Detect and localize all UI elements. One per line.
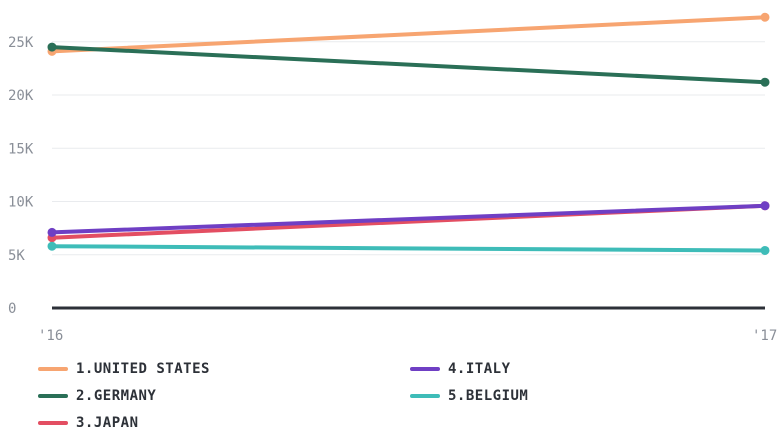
series-line xyxy=(50,244,767,253)
data-point[interactable] xyxy=(760,12,770,22)
legend-label: 5.BELGIUM xyxy=(448,388,529,404)
gridlines xyxy=(52,41,765,256)
data-point[interactable] xyxy=(47,42,57,52)
y-axis-ticks: 0 5K 10K 15K 20K 25K xyxy=(8,35,34,317)
series-line xyxy=(50,45,767,85)
legend-item-belgium[interactable]: 5.BELGIUM xyxy=(410,385,528,407)
legend-item-united-states[interactable]: 1.UNITED STATES xyxy=(38,358,210,380)
y-tick-label: 20K xyxy=(8,88,34,104)
series-line xyxy=(50,15,767,54)
line-chart: 0 5K 10K 15K 20K 25K '16 '17 xyxy=(8,12,777,344)
y-tick-label: 15K xyxy=(8,141,34,157)
data-point[interactable] xyxy=(760,245,770,255)
legend-label: 3.JAPAN xyxy=(76,415,139,431)
data-point[interactable] xyxy=(47,227,57,237)
legend-swatch xyxy=(410,367,440,371)
legend-label: 2.GERMANY xyxy=(76,388,157,404)
legend-swatch xyxy=(38,421,68,425)
series-line xyxy=(50,203,767,235)
y-tick-label: 25K xyxy=(8,35,34,51)
data-point[interactable] xyxy=(47,241,57,251)
legend-swatch xyxy=(38,367,68,371)
legend: 1.UNITED STATES 2.GERMANY 3.JAPAN 4.ITAL… xyxy=(38,356,778,432)
legend-swatch xyxy=(410,394,440,398)
y-tick-label: 5K xyxy=(8,248,25,264)
data-point[interactable] xyxy=(760,201,770,211)
legend-item-japan[interactable]: 3.JAPAN xyxy=(38,412,139,434)
legend-label: 4.ITALY xyxy=(448,361,511,377)
legend-item-germany[interactable]: 2.GERMANY xyxy=(38,385,156,407)
y-tick-label: 0 xyxy=(8,301,16,317)
x-tick-label: '16 xyxy=(38,328,63,344)
y-tick-label: 10K xyxy=(8,195,34,211)
x-tick-label: '17 xyxy=(752,328,777,344)
data-point[interactable] xyxy=(760,77,770,87)
legend-label: 1.UNITED STATES xyxy=(76,361,210,377)
series-lines xyxy=(47,12,770,255)
legend-item-italy[interactable]: 4.ITALY xyxy=(410,358,511,380)
x-axis-ticks: '16 '17 xyxy=(38,328,777,344)
legend-swatch xyxy=(38,394,68,398)
